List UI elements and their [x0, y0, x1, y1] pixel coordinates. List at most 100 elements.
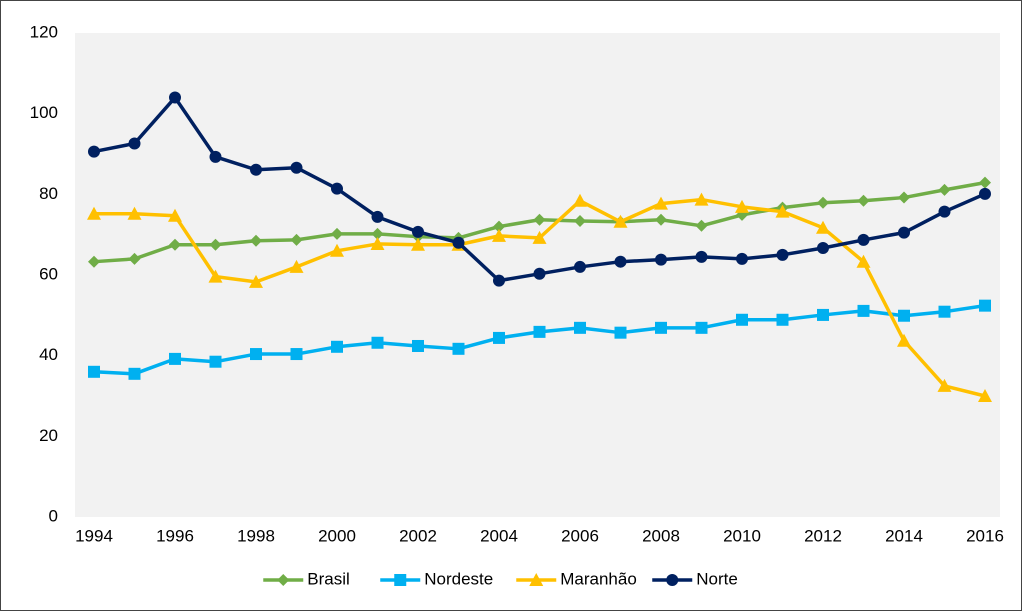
legend-item: Norte	[652, 569, 738, 588]
data-point	[169, 238, 181, 251]
data-point	[614, 255, 627, 268]
data-point	[209, 150, 222, 163]
data-point	[250, 348, 262, 361]
y-tick-label: 20	[39, 426, 58, 445]
x-tick-label: 2002	[399, 526, 437, 545]
data-point	[736, 252, 748, 265]
data-point	[290, 233, 303, 246]
x-tick-label: 2014	[885, 526, 923, 545]
data-point	[857, 233, 870, 246]
data-point	[249, 274, 263, 288]
x-tick-label: 2008	[642, 526, 680, 545]
data-point	[331, 340, 343, 353]
data-point	[532, 230, 547, 244]
data-point	[209, 238, 222, 251]
data-point	[937, 378, 952, 392]
data-point	[412, 225, 424, 238]
legend-item: Nordeste	[380, 569, 493, 588]
data-point	[250, 163, 262, 176]
data-point	[331, 227, 343, 240]
data-point	[250, 234, 262, 247]
data-point	[290, 161, 303, 174]
data-point	[574, 321, 586, 334]
data-point	[776, 313, 789, 326]
data-point	[331, 182, 343, 195]
data-point	[614, 326, 627, 339]
data-point	[87, 206, 101, 220]
data-point	[411, 237, 425, 251]
data-point	[817, 241, 829, 254]
legend-marker	[277, 574, 290, 586]
y-tick-label: 80	[39, 184, 58, 203]
data-point	[533, 213, 546, 226]
y-tick-label: 100	[30, 103, 58, 122]
data-point	[695, 219, 708, 232]
data-point	[533, 325, 546, 338]
data-point	[209, 355, 222, 368]
data-point	[978, 389, 992, 402]
data-point	[493, 220, 505, 233]
data-point	[655, 321, 667, 334]
data-point	[128, 252, 141, 265]
data-point	[88, 365, 100, 378]
x-tick-label: 1998	[237, 526, 275, 545]
data-point	[695, 321, 708, 334]
data-point	[371, 227, 384, 240]
data-point	[370, 236, 385, 250]
data-point	[979, 187, 991, 200]
data-point	[613, 214, 628, 228]
data-point	[371, 336, 384, 349]
data-point	[533, 267, 546, 280]
data-point	[775, 204, 790, 218]
data-point	[898, 226, 910, 239]
data-point	[735, 199, 749, 213]
data-point	[574, 260, 586, 273]
data-point	[88, 145, 100, 158]
data-point	[289, 259, 304, 273]
legend-label: Brasil	[307, 569, 350, 588]
data-point	[412, 339, 424, 352]
legend-item: Brasil	[263, 569, 350, 588]
data-point	[574, 214, 586, 227]
y-tick-label: 0	[49, 506, 58, 525]
x-tick-label: 1994	[75, 526, 113, 545]
data-point	[857, 194, 870, 207]
x-tick-label: 2010	[723, 526, 761, 545]
data-point	[938, 205, 951, 218]
y-tick-label: 120	[30, 22, 58, 41]
data-point	[817, 308, 829, 321]
data-point	[452, 342, 465, 355]
legend-label: Norte	[696, 569, 738, 588]
y-tick-label: 40	[39, 345, 58, 364]
x-tick-label: 2006	[561, 526, 599, 545]
data-point	[898, 309, 910, 322]
data-point	[127, 206, 142, 220]
data-point	[817, 196, 829, 209]
data-point	[371, 210, 384, 223]
data-point	[736, 313, 748, 326]
data-point	[857, 304, 870, 317]
data-point	[493, 331, 505, 344]
data-point	[493, 274, 505, 287]
data-point	[492, 228, 506, 242]
legend-label: Nordeste	[424, 569, 493, 588]
data-point	[573, 193, 587, 207]
data-point	[897, 333, 911, 347]
data-point	[290, 348, 303, 361]
data-point	[452, 236, 465, 249]
legend-marker	[394, 574, 407, 586]
x-tick-label: 2000	[318, 526, 356, 545]
data-point	[169, 91, 181, 104]
x-tick-label: 2012	[804, 526, 842, 545]
data-point	[168, 208, 182, 222]
data-point	[816, 220, 830, 234]
y-tick-label: 60	[39, 264, 58, 283]
x-tick-label: 2004	[480, 526, 518, 545]
data-point	[208, 269, 223, 283]
data-point	[655, 253, 667, 266]
legend-label: Maranhão	[560, 569, 637, 588]
data-point	[694, 192, 709, 206]
data-point	[128, 137, 141, 150]
data-point	[938, 183, 951, 196]
